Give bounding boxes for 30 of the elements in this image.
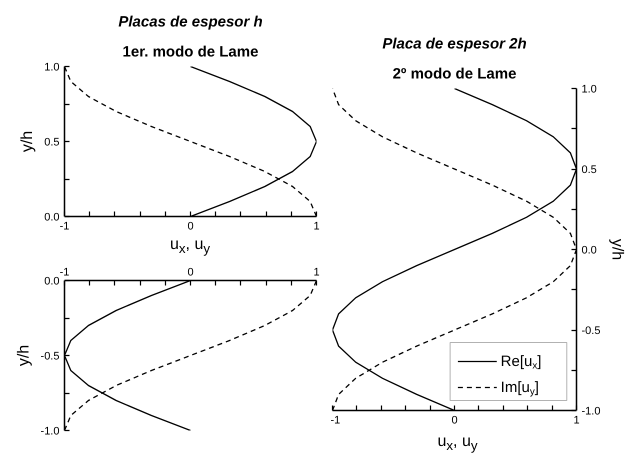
- y2-tick-label: 1.0: [582, 84, 597, 96]
- y2-tick-label: -0.5: [582, 325, 600, 337]
- y-tick-label: -1.0: [40, 426, 60, 438]
- y2-tick-label: 0.5: [582, 164, 597, 176]
- y-tick-label: 0.0: [44, 276, 60, 288]
- x-tick-label: 1: [313, 220, 320, 232]
- y-tick-label: 0.0: [44, 212, 60, 224]
- y2-axis-title: y/h: [608, 238, 626, 260]
- y2-tick-label: 0.0: [582, 244, 597, 256]
- x-tick-label: 0: [187, 266, 194, 278]
- chart-subtitle: 2º modo de Lame: [392, 66, 516, 82]
- x-tick-label: 1: [573, 414, 580, 426]
- line-series: [332, 88, 576, 410]
- x-tick-label: 1: [313, 266, 320, 278]
- chart-subtitle: 1er. modo de Lame: [122, 44, 258, 60]
- y-axis-title: y/h: [16, 344, 33, 366]
- y2-tick-label: -1.0: [582, 406, 600, 418]
- x-axis-title: u$_{x}$, u$_{y}$: [436, 433, 479, 456]
- x-tick-label: 0: [451, 414, 458, 426]
- x-tick-label: -1: [60, 220, 70, 232]
- y-tick-label: -0.5: [40, 350, 60, 362]
- chart-title: Placa de espesor 2h: [382, 36, 527, 52]
- x-tick-label: 0: [187, 220, 194, 232]
- chart-title: Placas de espesor h: [118, 14, 263, 30]
- y-tick-label: 0.5: [44, 136, 60, 148]
- x-tick-label: -1: [60, 266, 70, 278]
- y-axis-title: y/h: [19, 130, 36, 152]
- x-tick-label: -1: [330, 414, 340, 426]
- y-tick-label: 1.0: [44, 62, 60, 74]
- x-axis-title: u$_{x}$, u$_{y}$: [168, 236, 212, 258]
